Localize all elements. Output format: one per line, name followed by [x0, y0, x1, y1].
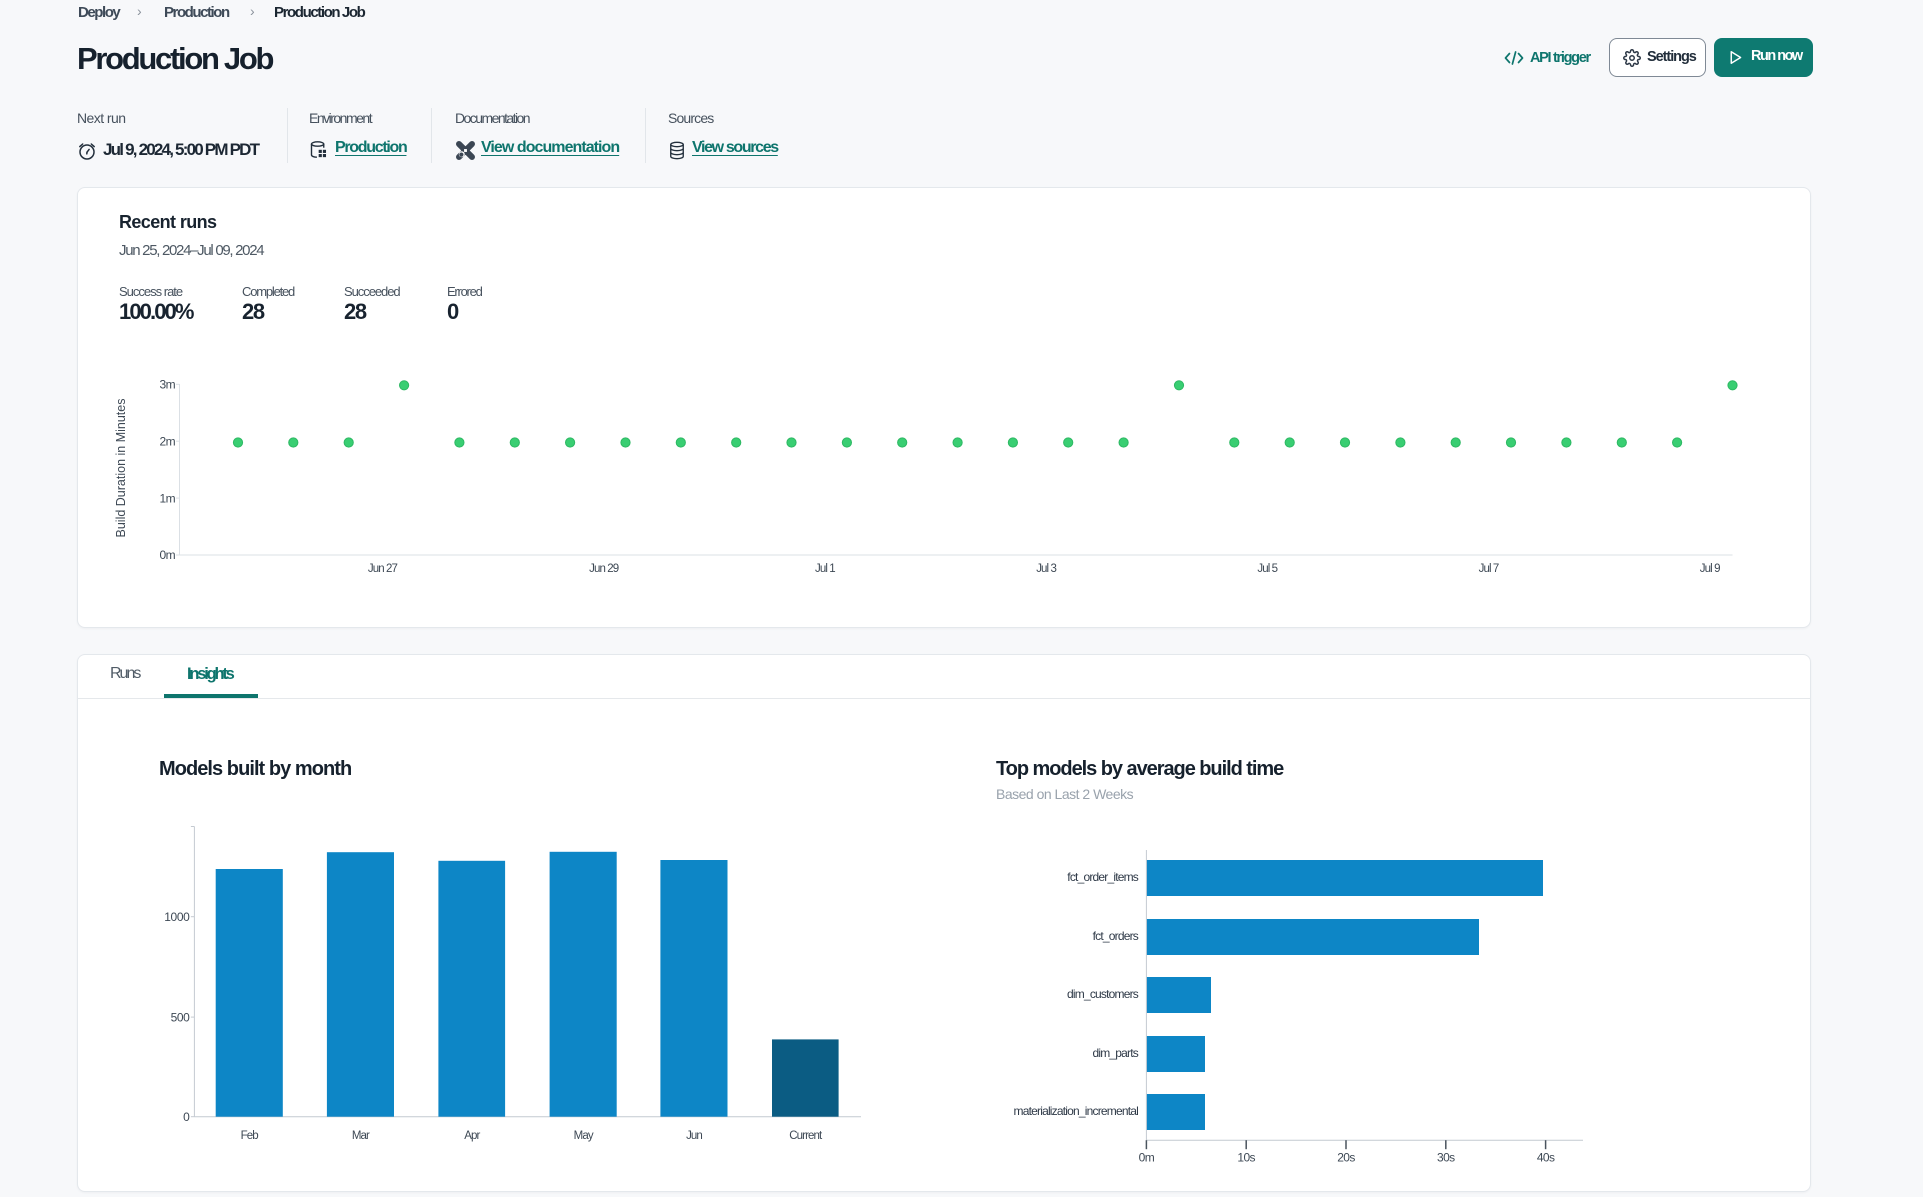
svg-text:Jun 29: Jun 29	[589, 563, 619, 575]
svg-text:1000: 1000	[164, 910, 190, 924]
svg-text:3m: 3m	[160, 378, 176, 392]
svg-text:Apr: Apr	[464, 1130, 480, 1142]
svg-text:Jul 3: Jul 3	[1036, 563, 1056, 575]
svg-text:Build Duration in Minutes: Build Duration in Minutes	[114, 399, 128, 538]
svg-text:1m: 1m	[160, 491, 176, 505]
svg-text:Jul 1: Jul 1	[815, 563, 835, 575]
svg-text:40s: 40s	[1537, 1151, 1555, 1165]
svg-text:May: May	[574, 1130, 594, 1142]
svg-text:30s: 30s	[1437, 1151, 1455, 1165]
svg-text:dim_customers: dim_customers	[1067, 987, 1139, 1001]
svg-text:Jun: Jun	[686, 1130, 702, 1142]
svg-text:dim_parts: dim_parts	[1093, 1046, 1139, 1060]
svg-text:Feb: Feb	[241, 1130, 259, 1142]
svg-text:0: 0	[183, 1110, 190, 1124]
svg-text:Current: Current	[789, 1130, 823, 1142]
svg-text:materialization_incremental: materialization_incremental	[1014, 1104, 1139, 1118]
svg-text:Jul 7: Jul 7	[1479, 563, 1499, 575]
svg-text:fct_order_items: fct_order_items	[1067, 870, 1138, 884]
svg-text:2m: 2m	[160, 434, 176, 448]
svg-text:fct_orders: fct_orders	[1093, 929, 1139, 943]
svg-text:Jul 9: Jul 9	[1700, 563, 1720, 575]
svg-text:Jul 5: Jul 5	[1257, 563, 1277, 575]
svg-text:10s: 10s	[1237, 1151, 1255, 1165]
svg-text:Jun 27: Jun 27	[368, 563, 398, 575]
svg-text:0m: 0m	[1139, 1151, 1155, 1165]
svg-text:20s: 20s	[1337, 1151, 1355, 1165]
svg-text:Mar: Mar	[352, 1130, 370, 1142]
svg-text:0m: 0m	[160, 548, 176, 562]
svg-text:500: 500	[171, 1010, 191, 1024]
